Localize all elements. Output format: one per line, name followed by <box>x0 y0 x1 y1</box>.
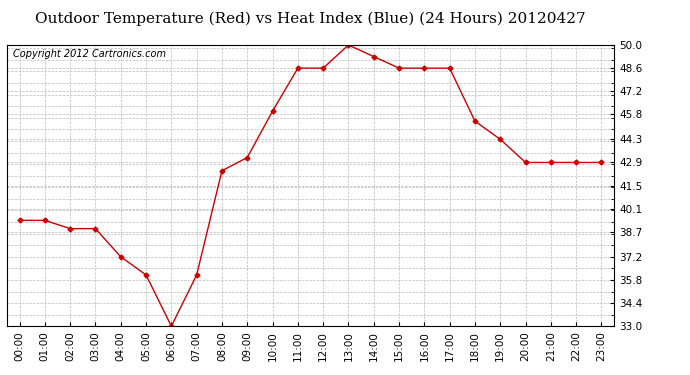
Text: Copyright 2012 Cartronics.com: Copyright 2012 Cartronics.com <box>13 49 166 59</box>
Text: Outdoor Temperature (Red) vs Heat Index (Blue) (24 Hours) 20120427: Outdoor Temperature (Red) vs Heat Index … <box>35 11 586 26</box>
